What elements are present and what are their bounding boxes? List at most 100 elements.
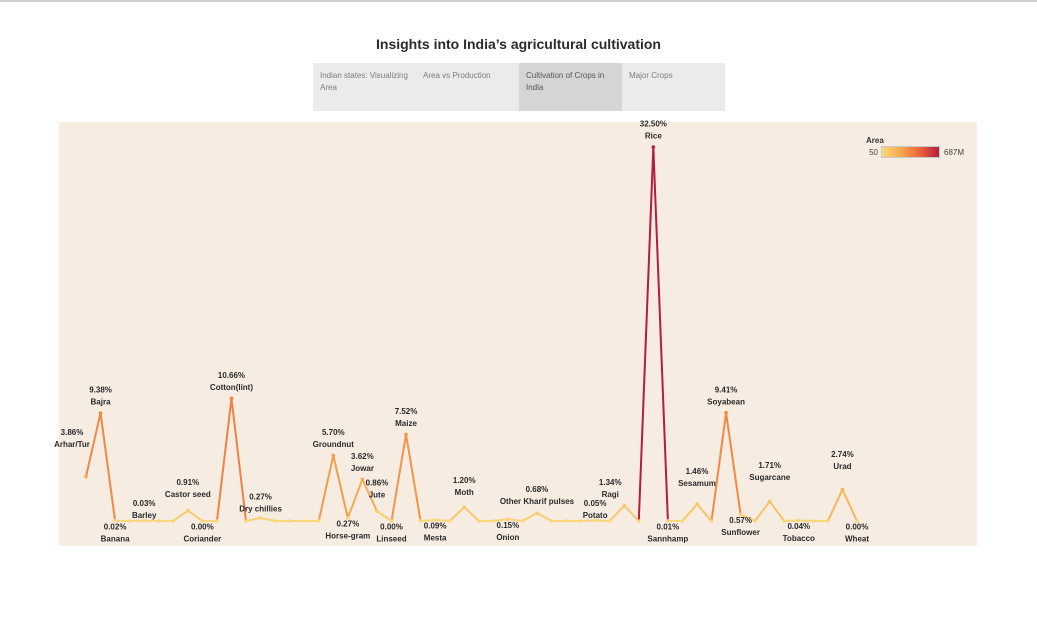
legend-max-value: 687M [944, 148, 965, 157]
data-point [753, 519, 757, 523]
data-label-value: 1.71% [758, 461, 781, 470]
line-segment [172, 509, 189, 522]
data-label-value: 0.00% [380, 523, 403, 532]
data-point [782, 519, 787, 523]
data-point [476, 519, 481, 523]
data-label-value: 1.34% [599, 478, 622, 487]
data-point [186, 508, 190, 513]
line-segment [492, 518, 509, 522]
data-point [506, 517, 510, 522]
line-segment [419, 518, 437, 522]
data-label-crop: Cotton(lint) [210, 383, 253, 392]
top-border [0, 0, 1037, 2]
data-label-value: 9.38% [89, 386, 112, 395]
data-point [607, 519, 612, 523]
line-segment [259, 516, 277, 522]
data-label-value: 0.01% [657, 522, 680, 531]
data-label-crop: Barley [132, 511, 157, 520]
line-segment [215, 397, 233, 522]
tab-indian-states[interactable]: Indian states: Visualizing Area [313, 63, 416, 111]
data-point [171, 519, 176, 523]
line-segment [695, 503, 713, 522]
data-point [404, 432, 408, 437]
data-point [666, 519, 670, 523]
data-point [433, 518, 437, 522]
line-segment [405, 433, 422, 522]
data-point [98, 411, 103, 415]
data-label-value: 0.03% [133, 499, 156, 508]
data-label-value: 0.68% [526, 485, 549, 494]
line-segment [681, 503, 698, 522]
data-label-crop: Tobacco [783, 534, 815, 543]
data-point [738, 512, 743, 517]
line-segment [535, 512, 553, 522]
data-label-value: 0.04% [787, 522, 810, 531]
data-point [840, 487, 845, 492]
data-label-value: 2.74% [831, 450, 854, 459]
data-label-value: 1.46% [686, 467, 709, 476]
line-segment [99, 412, 117, 522]
line-segment [230, 397, 248, 522]
data-label-value: 0.91% [176, 478, 199, 487]
data-point [127, 519, 132, 523]
legend-color-ramp [881, 146, 940, 158]
line-segment [434, 518, 451, 522]
line-segment [317, 454, 335, 522]
line-segment [346, 478, 364, 519]
data-label-crop: Banana [101, 534, 130, 543]
data-label-crop: Bajra [91, 398, 112, 407]
line-segment [390, 433, 408, 522]
data-label-value: 0.00% [191, 523, 214, 532]
data-label-crop: Mesta [424, 534, 447, 543]
data-point [680, 519, 685, 523]
data-label-crop: Sannhamp [647, 534, 688, 543]
data-label-value: 0.86% [366, 479, 389, 488]
data-point [593, 518, 597, 523]
data-point [826, 519, 830, 523]
data-label-value: 0.57% [729, 516, 752, 525]
data-point [389, 519, 394, 523]
data-point [360, 477, 365, 482]
data-point [200, 519, 205, 523]
line-segment [739, 513, 757, 522]
line-segment [361, 478, 378, 513]
line-segment [579, 519, 597, 522]
data-label-value: 3.86% [61, 428, 84, 437]
data-point [346, 516, 350, 520]
data-point [622, 503, 627, 508]
data-label-crop: Groundnut [313, 440, 355, 449]
data-point [695, 502, 699, 506]
data-label-value: 0.02% [104, 522, 127, 531]
line-segment [463, 506, 480, 522]
line-segment [710, 411, 728, 522]
data-label-crop: Moth [455, 488, 474, 497]
tab-major-crops[interactable]: Major Crops [622, 63, 725, 111]
data-point [142, 518, 146, 523]
data-label-crop: Sesamum [678, 479, 716, 488]
data-label-value: 3.62% [351, 452, 374, 461]
line-segment [186, 509, 204, 522]
line-segment [594, 519, 611, 522]
data-label-value: 7.52% [395, 407, 418, 416]
line-segment [506, 518, 524, 522]
legend-title: Area [866, 136, 884, 145]
page-title: Insights into India’s agricultural culti… [376, 36, 661, 52]
data-point [418, 519, 423, 523]
data-point [855, 519, 859, 523]
data-label-value: 0.00% [846, 523, 869, 532]
data-point [767, 499, 772, 504]
line-segment [623, 504, 640, 522]
data-point [491, 519, 496, 523]
data-label-crop: Rice [645, 132, 662, 141]
tab-area-vs-production[interactable]: Area vs Production [416, 63, 519, 111]
data-point [375, 509, 379, 513]
data-point [651, 145, 656, 149]
data-label-crop: Urad [833, 462, 851, 471]
tab-cultivation-of-crops[interactable]: Cultivation of Crops in India [519, 63, 622, 111]
data-point [258, 516, 263, 520]
dashboard-tabs: Indian states: Visualizing Area Area vs … [313, 63, 725, 111]
line-segment [245, 516, 262, 522]
data-point [302, 519, 307, 523]
data-point [636, 519, 641, 523]
data-label-crop: Maize [395, 419, 417, 428]
